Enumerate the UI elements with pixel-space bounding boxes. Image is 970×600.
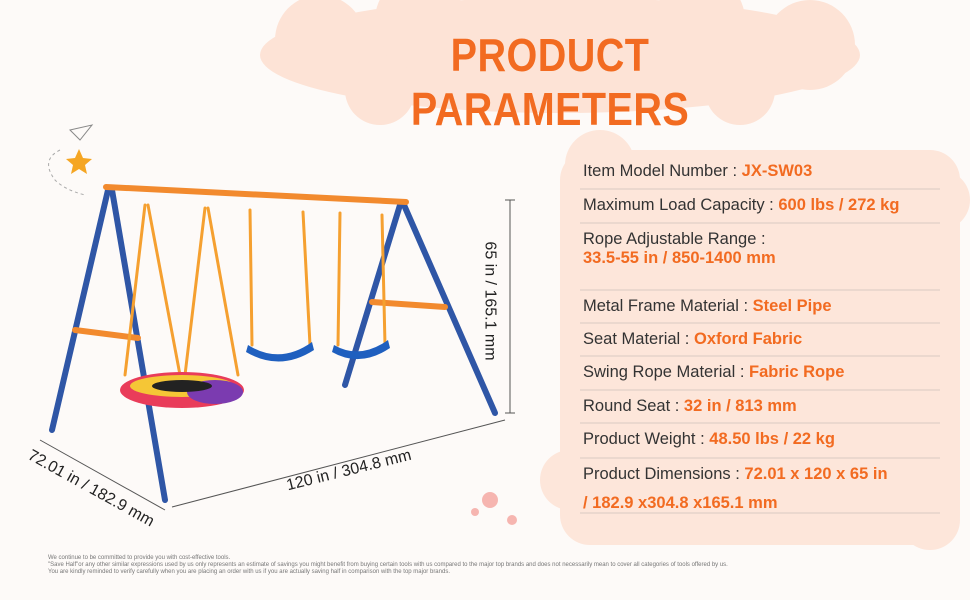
parameter-value-continued: / 182.9 x304.8 x165.1 mm (583, 494, 778, 512)
parameter-label: Metal Frame Material : (583, 297, 749, 315)
disclaimer-line: You are kindly reminded to verify carefu… (48, 569, 450, 575)
parameter-row: Swing Rope Material : Fabric Rope (583, 363, 844, 382)
height-label: 65 in / 165.1 mm (481, 241, 499, 361)
parameter-value: 48.50 lbs / 22 kg (709, 430, 835, 448)
parameter-label: Product Dimensions : (583, 465, 740, 483)
parameter-value: Fabric Rope (749, 363, 845, 381)
parameter-label: Seat Material : (583, 330, 690, 348)
cloud-banner (260, 0, 860, 125)
parameter-row: Seat Material : Oxford Fabric (583, 330, 802, 349)
parameter-label: Maximum Load Capacity : (583, 196, 774, 214)
parameter-row: Product Dimensions : 72.01 x 120 x 65 in… (583, 465, 888, 513)
parameter-row: Metal Frame Material : Steel Pipe (583, 297, 832, 316)
parameter-value: 600 lbs / 272 kg (778, 196, 900, 214)
parameter-value: Oxford Fabric (693, 330, 803, 348)
decorations (48, 124, 517, 525)
parameter-row: Item Model Number : JX-SW03 (583, 162, 812, 181)
swing-set (49, 184, 498, 503)
dimension-lines (39, 199, 515, 511)
parameter-value: 32 in / 813 mm (683, 397, 797, 415)
parameter-value: JX-SW03 (741, 162, 813, 180)
parameter-label: Item Model Number : (583, 162, 738, 180)
parameter-row: Rope Adjustable Range :33.5-55 in / 850-… (583, 230, 776, 268)
parameter-label: Product Weight : (583, 430, 705, 448)
parameter-row: Product Weight : 48.50 lbs / 22 kg (583, 430, 835, 449)
parameter-row: Maximum Load Capacity : 600 lbs / 272 kg (583, 196, 899, 215)
parameter-label: Swing Rope Material : (583, 363, 745, 381)
parameter-value: 33.5-55 in / 850-1400 mm (583, 249, 776, 267)
disclaimer-line: We continue to be committed to provide y… (48, 555, 231, 561)
parameter-row: Round Seat : 32 in / 813 mm (583, 397, 797, 416)
parameter-value: 72.01 x 120 x 65 in (744, 465, 888, 483)
parameter-label: Rope Adjustable Range : (583, 230, 766, 248)
disclaimer-line: "Save Half"or any other similar expressi… (48, 562, 728, 568)
parameter-panel (540, 130, 970, 550)
parameter-value: Steel Pipe (752, 297, 832, 315)
page-title: PRODUCT PARAMETERS (410, 29, 690, 135)
row-dividers (580, 188, 940, 514)
parameter-label: Round Seat : (583, 397, 680, 415)
